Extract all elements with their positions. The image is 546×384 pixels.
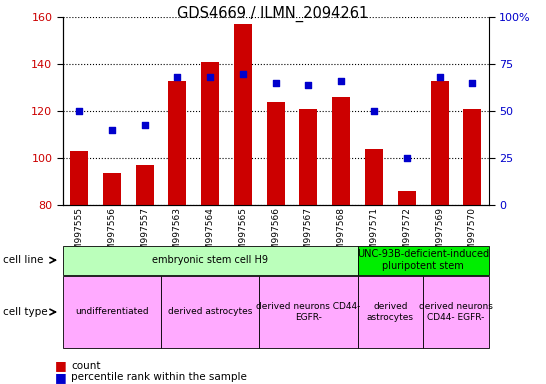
Text: ■: ■ [55,359,67,372]
Point [468,80,477,86]
Text: cell type: cell type [3,307,48,317]
Bar [332,97,351,205]
Bar [168,81,187,205]
Bar [136,166,154,205]
Text: derived neurons CD44-
EGFR-: derived neurons CD44- EGFR- [256,302,361,322]
Bar [266,102,285,205]
Text: ■: ■ [55,371,67,384]
Text: percentile rank within the sample: percentile rank within the sample [71,372,247,382]
Point [75,108,84,114]
Point [239,71,247,77]
Bar [397,191,416,205]
Point [370,108,378,114]
Bar [463,109,482,205]
Text: derived astrocytes: derived astrocytes [168,308,252,316]
Point [304,82,313,88]
Text: undifferentiated: undifferentiated [75,308,149,316]
Text: cell line: cell line [3,255,43,265]
Bar [70,151,88,205]
Point [337,78,346,84]
Bar [299,109,317,205]
Text: count: count [71,361,100,371]
Bar [201,62,219,205]
Text: embryonic stem cell H9: embryonic stem cell H9 [152,255,268,265]
Point [206,74,215,81]
Text: derived
astrocytes: derived astrocytes [367,302,414,322]
Bar [365,149,383,205]
Point [140,121,149,127]
Text: UNC-93B-deficient-induced
pluripotent stem: UNC-93B-deficient-induced pluripotent st… [357,249,489,271]
Point [173,74,182,81]
Bar [234,24,252,205]
Bar [430,81,449,205]
Point [435,74,444,81]
Point [108,127,116,133]
Text: derived neurons
CD44- EGFR-: derived neurons CD44- EGFR- [419,302,493,322]
Text: GDS4669 / ILMN_2094261: GDS4669 / ILMN_2094261 [177,6,369,22]
Point [402,156,411,162]
Point [271,80,280,86]
Bar [103,172,121,205]
